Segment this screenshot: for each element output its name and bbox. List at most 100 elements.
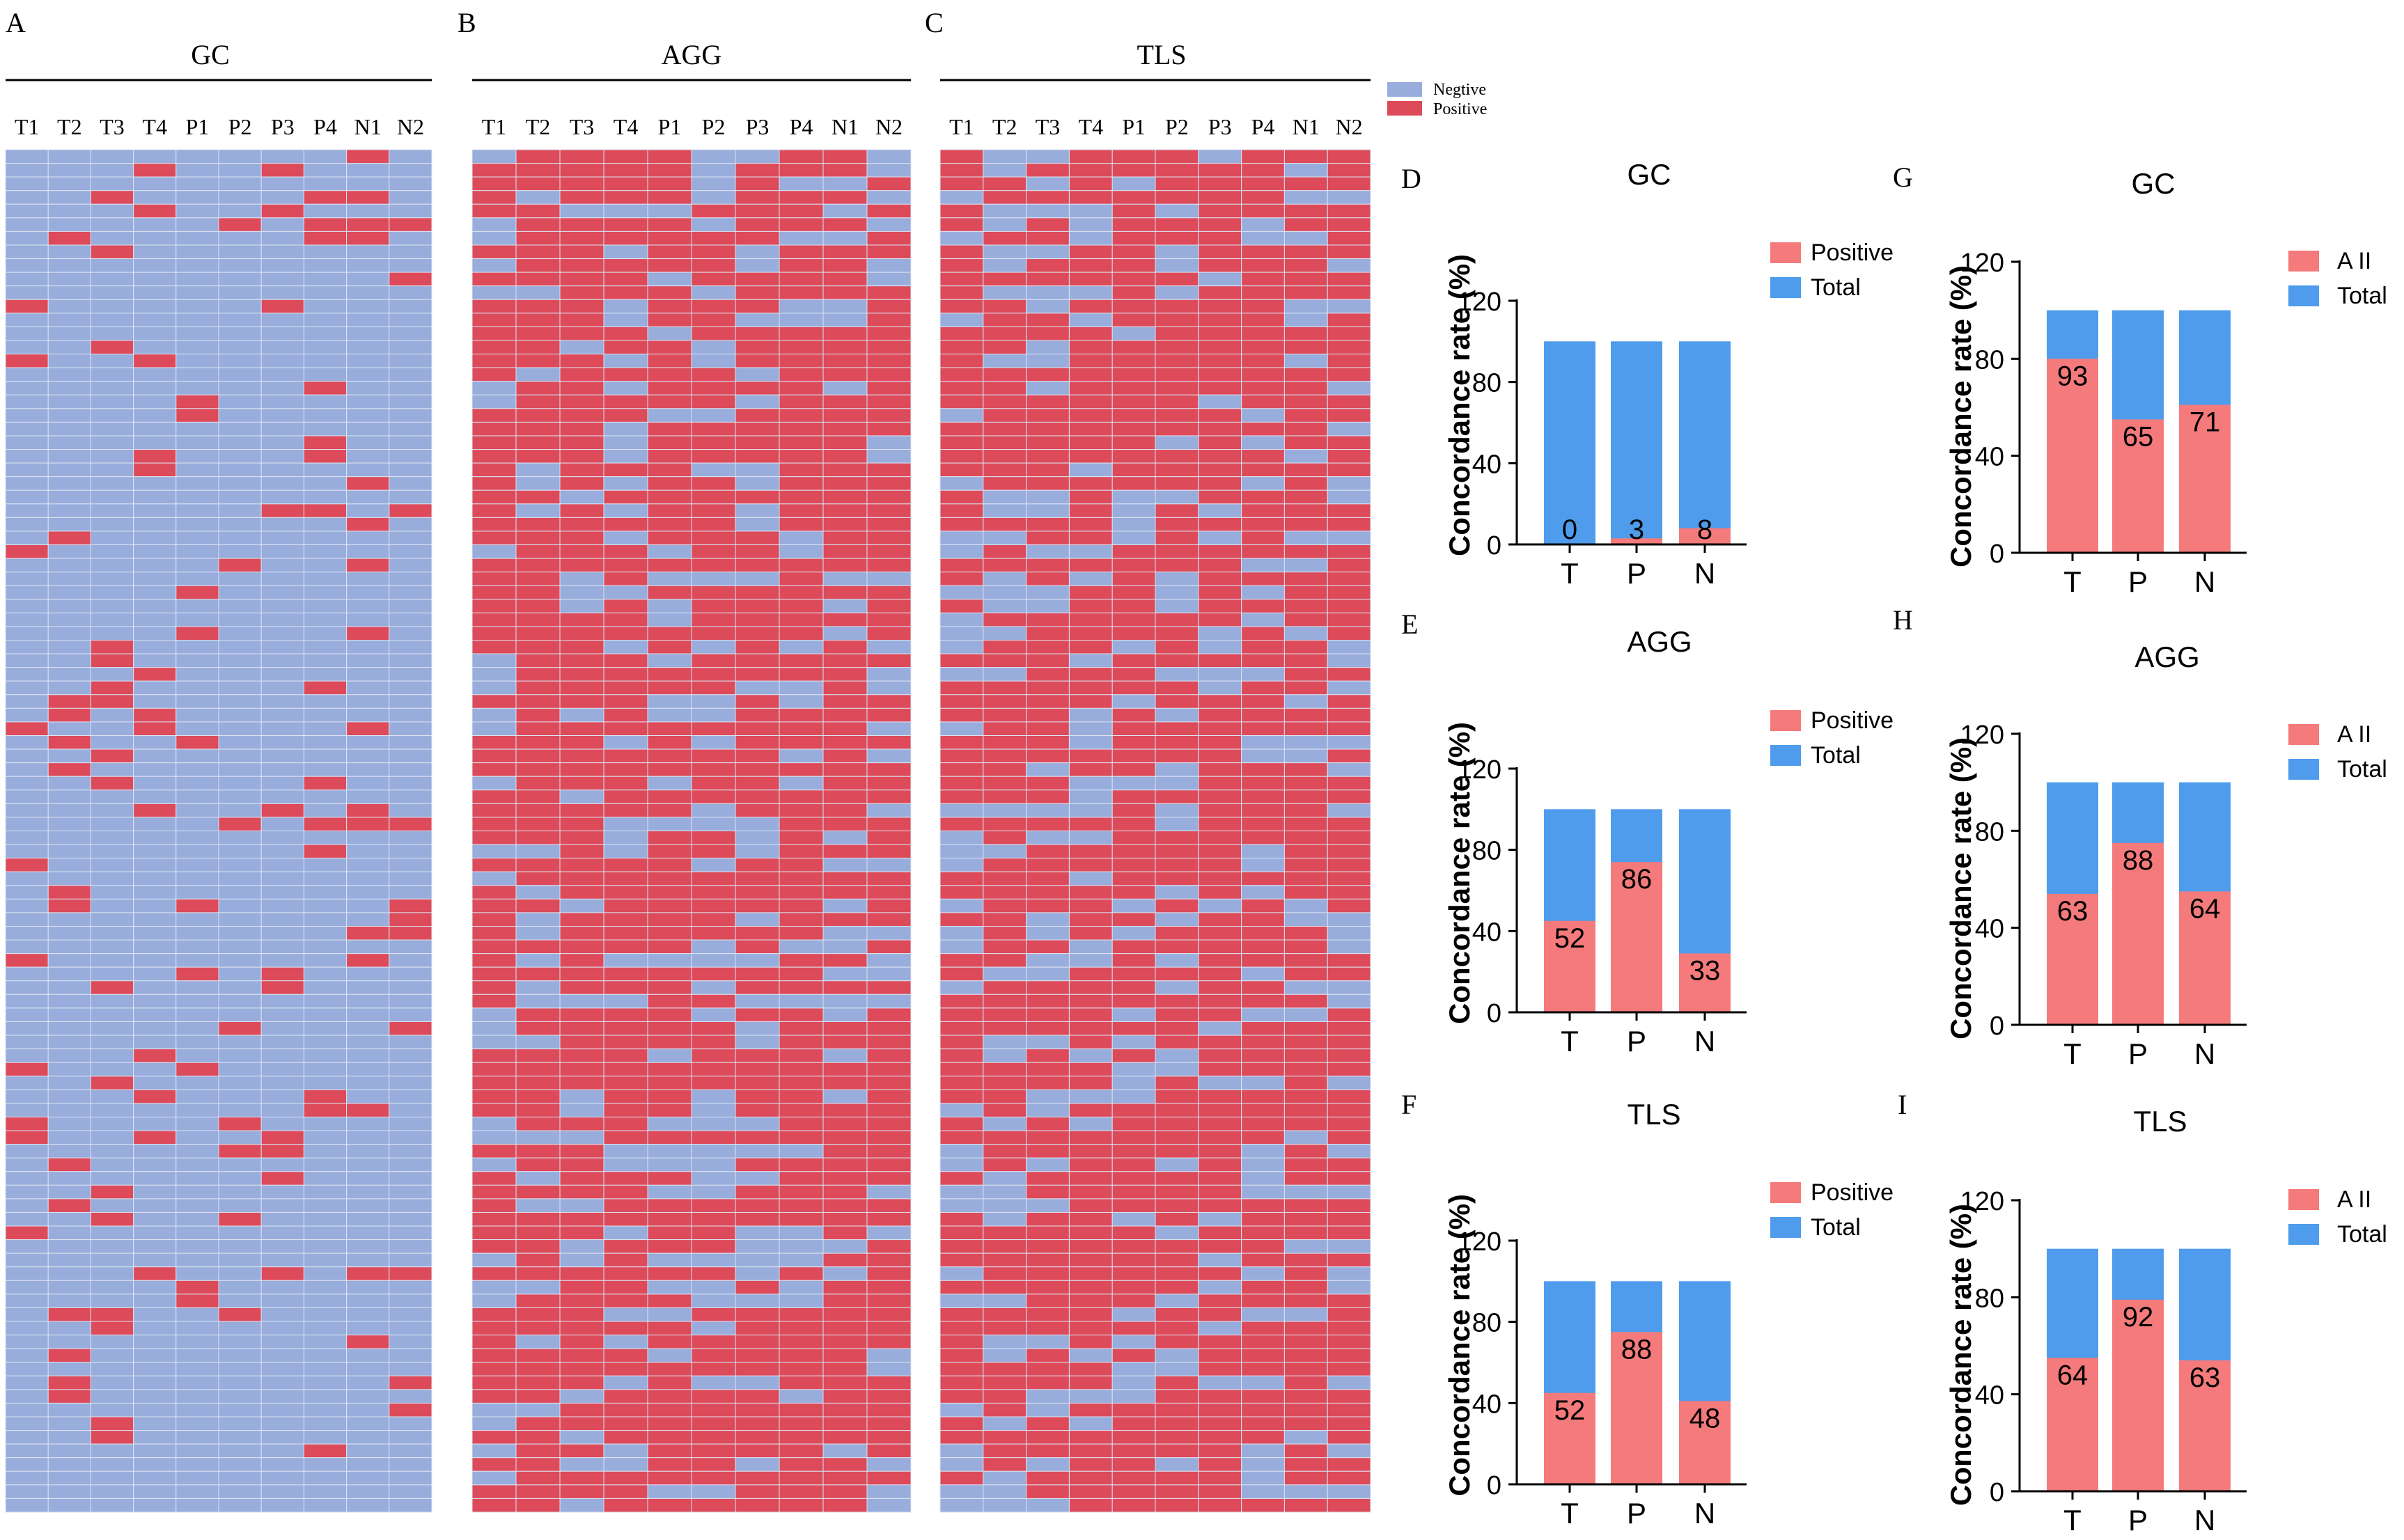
- cell-negative: [515, 1280, 561, 1295]
- cell-negative: [175, 694, 219, 709]
- cell-negative: [218, 489, 262, 505]
- cell-positive: [389, 272, 432, 287]
- cell-negative: [303, 326, 348, 341]
- cell-positive: [1283, 1252, 1328, 1268]
- cell-negative: [133, 871, 177, 886]
- cell-negative: [603, 299, 648, 314]
- cell-positive: [1327, 1335, 1371, 1349]
- cell-negative: [90, 503, 134, 518]
- data-label-n: 71: [2190, 407, 2221, 438]
- cell-negative: [1241, 612, 1285, 627]
- cell-negative: [47, 299, 91, 314]
- cell-positive: [1241, 258, 1285, 273]
- cell-positive: [939, 1035, 984, 1050]
- cell-positive: [1155, 871, 1199, 886]
- cell-negative: [1241, 435, 1285, 450]
- cell-positive: [1026, 217, 1070, 232]
- cell-positive: [647, 1130, 692, 1145]
- cell-positive: [471, 640, 517, 654]
- cell-positive: [389, 925, 432, 941]
- cell-negative: [1241, 230, 1285, 246]
- cell-positive: [471, 1076, 517, 1090]
- cell-negative: [1111, 1007, 1156, 1022]
- cell-negative: [303, 694, 348, 709]
- cell-positive: [866, 558, 912, 573]
- cell-negative: [1026, 1457, 1070, 1472]
- cell-negative: [559, 898, 604, 913]
- cell-positive: [866, 1239, 912, 1254]
- cell-positive: [1241, 367, 1285, 382]
- bar-chart-i-tls: I TLS Concordance rate (%) A II Total 64…: [1898, 1089, 2387, 1537]
- cell-positive: [939, 1321, 984, 1336]
- cell-positive: [983, 272, 1027, 287]
- cell-negative: [133, 762, 177, 777]
- cell-negative: [303, 462, 348, 478]
- cell-positive: [939, 1470, 984, 1486]
- cell-positive: [735, 599, 780, 613]
- cell-positive: [515, 244, 561, 260]
- cell-negative: [346, 1184, 390, 1200]
- cell-negative: [389, 626, 432, 641]
- cell-negative: [559, 1130, 604, 1145]
- cell-negative: [175, 640, 219, 654]
- cell-positive: [1068, 1362, 1113, 1376]
- cell-positive: [939, 272, 984, 287]
- cell-negative: [1155, 953, 1199, 968]
- legend-label-positive: Positive: [1811, 707, 1894, 734]
- cell-negative: [1026, 1103, 1070, 1117]
- cell-negative: [303, 1184, 348, 1200]
- cell-positive: [822, 1184, 868, 1200]
- cell-positive: [1155, 326, 1199, 341]
- cell-positive: [559, 1144, 604, 1158]
- x-tick-label-p: P: [1627, 557, 1646, 590]
- cell-positive: [983, 721, 1027, 737]
- cell-negative: [47, 966, 91, 982]
- cell-positive: [1026, 558, 1070, 573]
- cell-positive: [983, 707, 1027, 723]
- cell-positive: [515, 381, 561, 395]
- cell-positive: [1155, 394, 1199, 409]
- cell-positive: [1026, 844, 1070, 859]
- cell-negative: [691, 707, 736, 723]
- cell-positive: [1198, 1184, 1242, 1200]
- y-tick-label: 120: [1960, 1187, 2004, 1216]
- cell-positive: [779, 735, 824, 750]
- cell-negative: [603, 640, 648, 654]
- cell-positive: [866, 1089, 912, 1104]
- y-tick-label: 120: [1458, 1227, 1501, 1257]
- cell-positive: [559, 1362, 604, 1376]
- cell-positive: [822, 1498, 868, 1513]
- cell-negative: [389, 1171, 432, 1186]
- cell-positive: [735, 898, 780, 913]
- cell-positive: [1283, 203, 1328, 219]
- y-tick-label: 40: [1975, 443, 2004, 472]
- cell-positive: [1327, 149, 1371, 164]
- cell-negative: [133, 1430, 177, 1445]
- cell-negative: [133, 326, 177, 341]
- cell-positive: [735, 776, 780, 791]
- cell-positive: [983, 1430, 1027, 1445]
- cell-negative: [1068, 939, 1113, 954]
- cell-negative: [1283, 354, 1328, 368]
- cell-negative: [133, 966, 177, 982]
- cell-positive: [939, 1348, 984, 1363]
- cell-positive: [983, 980, 1027, 995]
- x-tick-label-t: T: [2063, 565, 2082, 598]
- cell-positive: [939, 953, 984, 968]
- cell-negative: [260, 435, 304, 450]
- cell-negative: [822, 898, 868, 913]
- cell-negative: [389, 381, 432, 395]
- cell-positive: [1241, 462, 1285, 478]
- cell-positive: [647, 394, 692, 409]
- cell-positive: [5, 1062, 49, 1077]
- cell-negative: [175, 1457, 219, 1472]
- cell-negative: [5, 503, 49, 518]
- cell-negative: [1068, 285, 1113, 300]
- cell-positive: [133, 1130, 177, 1145]
- cell-positive: [1198, 762, 1242, 777]
- cell-positive: [866, 394, 912, 409]
- cell-negative: [471, 544, 517, 559]
- cell-positive: [603, 776, 648, 791]
- cell-negative: [218, 1375, 262, 1390]
- cell-positive: [1198, 912, 1242, 927]
